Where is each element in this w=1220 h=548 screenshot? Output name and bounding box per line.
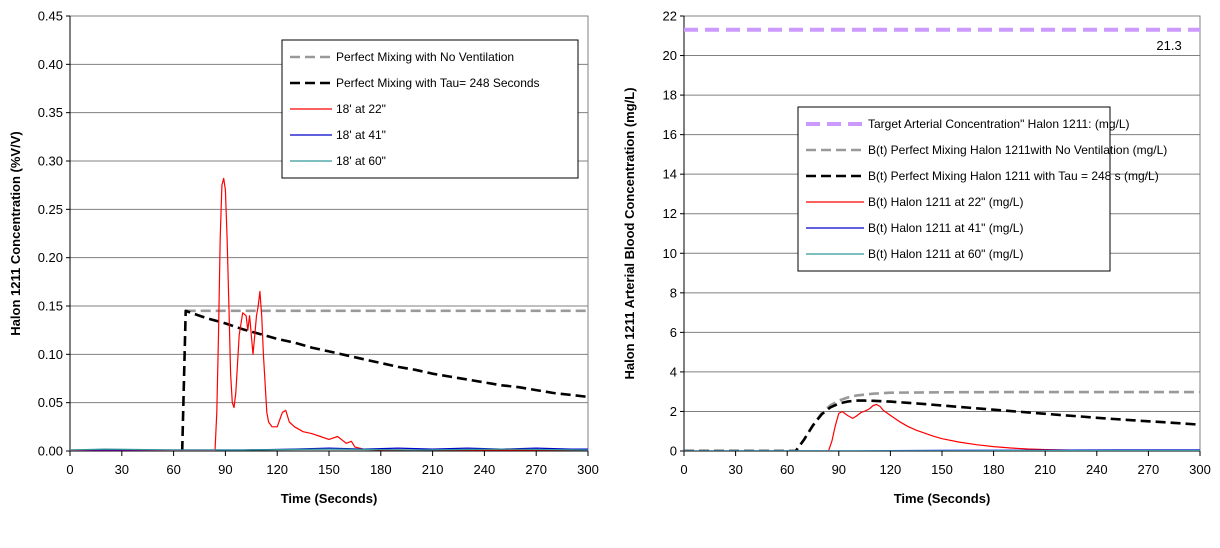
left-y-tick-label: 0.45 bbox=[38, 9, 63, 24]
left-x-tick-label: 300 bbox=[577, 462, 599, 477]
left-x-tick-label: 60 bbox=[166, 462, 180, 477]
right-annotation-label: 21.3 bbox=[1156, 38, 1181, 53]
right-legend-label-1: B(t) Perfect Mixing Halon 1211with No Ve… bbox=[868, 143, 1167, 157]
left-legend-label-4: 18' at 60" bbox=[336, 154, 386, 168]
right-legend-label-4: B(t) Halon 1211 at 41" (mg/L) bbox=[868, 221, 1023, 235]
left-y-tick-label: 0.25 bbox=[38, 202, 63, 217]
right-legend-label-2: B(t) Perfect Mixing Halon 1211 with Tau … bbox=[868, 169, 1159, 183]
right-y-tick-label: 22 bbox=[663, 9, 677, 24]
right-y-tick-label: 2 bbox=[670, 404, 677, 419]
left-x-tick-label: 150 bbox=[318, 462, 340, 477]
left-y-tick-label: 0.35 bbox=[38, 105, 63, 120]
left-y-tick-label: 0.10 bbox=[38, 347, 63, 362]
right-y-axis-title: Halon 1211 Arterial Blood Concentration … bbox=[622, 87, 637, 379]
left-y-axis-title: Halon 1211 Concentration (%V/V) bbox=[8, 131, 23, 335]
right-x-tick-label: 90 bbox=[832, 462, 846, 477]
right-y-tick-label: 14 bbox=[663, 167, 677, 182]
right-y-tick-label: 0 bbox=[670, 444, 677, 459]
right-x-tick-label: 150 bbox=[931, 462, 953, 477]
left-x-tick-label: 210 bbox=[422, 462, 444, 477]
right-y-tick-label: 12 bbox=[663, 206, 677, 221]
right-x-tick-label: 180 bbox=[983, 462, 1005, 477]
right-x-tick-label: 120 bbox=[880, 462, 902, 477]
left-x-axis-title: Time (Seconds) bbox=[281, 491, 378, 506]
right-x-tick-label: 300 bbox=[1189, 462, 1211, 477]
left-legend-label-3: 18' at 41" bbox=[336, 128, 386, 142]
left-x-tick-label: 0 bbox=[66, 462, 73, 477]
left-chart: 0.00 0.05 0.10 0.15 0.20 0.25 0.30 0.35 0.40 0.45… bbox=[8, 9, 599, 507]
right-y-tick-label: 4 bbox=[670, 364, 677, 379]
left-y-tick-label: 0.00 bbox=[38, 444, 63, 459]
right-x-tick-label: 270 bbox=[1138, 462, 1160, 477]
right-chart: 0 2 4 6 8 10 12 14 16 18 20 22 0 30 60 90 120 150 180 210 24… bbox=[622, 9, 1211, 507]
right-x-tick-label: 210 bbox=[1034, 462, 1056, 477]
right-series-line-2 bbox=[684, 399, 1200, 451]
right-x-tick-label: 240 bbox=[1086, 462, 1108, 477]
right-y-tick-label: 16 bbox=[663, 127, 677, 142]
right-x-axis-title: Time (Seconds) bbox=[894, 491, 991, 506]
left-series-line-4 bbox=[70, 448, 588, 451]
left-x-tick-label: 30 bbox=[115, 462, 129, 477]
left-y-tick-label: 0.30 bbox=[38, 154, 63, 169]
right-y-tick-label: 10 bbox=[663, 246, 677, 261]
left-y-tick-label: 0.40 bbox=[38, 57, 63, 72]
right-legend-label-3: B(t) Halon 1211 at 22" (mg/L) bbox=[868, 195, 1023, 209]
left-x-tick-label: 180 bbox=[370, 462, 392, 477]
right-y-tick-label: 20 bbox=[663, 48, 677, 63]
right-x-tick-label: 30 bbox=[728, 462, 742, 477]
left-series-line-1 bbox=[180, 309, 588, 451]
left-y-tick-label: 0.15 bbox=[38, 299, 63, 314]
right-legend bbox=[797, 106, 1111, 272]
left-series-line-2 bbox=[70, 177, 588, 451]
right-x-tick-label: 60 bbox=[780, 462, 794, 477]
left-legend-label-1: Perfect Mixing with Tau= 248 Seconds bbox=[336, 76, 540, 90]
left-legend-label-0: Perfect Mixing with No Ventilation bbox=[336, 50, 514, 64]
right-y-tick-label: 18 bbox=[663, 88, 677, 103]
right-series-line-3 bbox=[684, 403, 1080, 451]
left-legend-label-2: 18' at 22" bbox=[336, 102, 386, 116]
left-y-tick-label: 0.20 bbox=[38, 250, 63, 265]
right-x-tick-label: 0 bbox=[680, 462, 687, 477]
left-y-tick-label: 0.05 bbox=[38, 395, 63, 410]
right-legend-label-0: Target Arterial Concentration" Halon 121… bbox=[868, 117, 1130, 131]
right-y-tick-label: 8 bbox=[670, 285, 677, 300]
right-series-line-1 bbox=[684, 390, 1200, 451]
left-x-tick-label: 240 bbox=[474, 462, 496, 477]
right-legend-label-5: B(t) Halon 1211 at 60" (mg/L) bbox=[868, 247, 1023, 261]
left-x-tick-label: 270 bbox=[525, 462, 547, 477]
right-y-tick-label: 6 bbox=[670, 325, 677, 340]
left-x-tick-label: 90 bbox=[218, 462, 232, 477]
left-x-tick-label: 120 bbox=[266, 462, 288, 477]
